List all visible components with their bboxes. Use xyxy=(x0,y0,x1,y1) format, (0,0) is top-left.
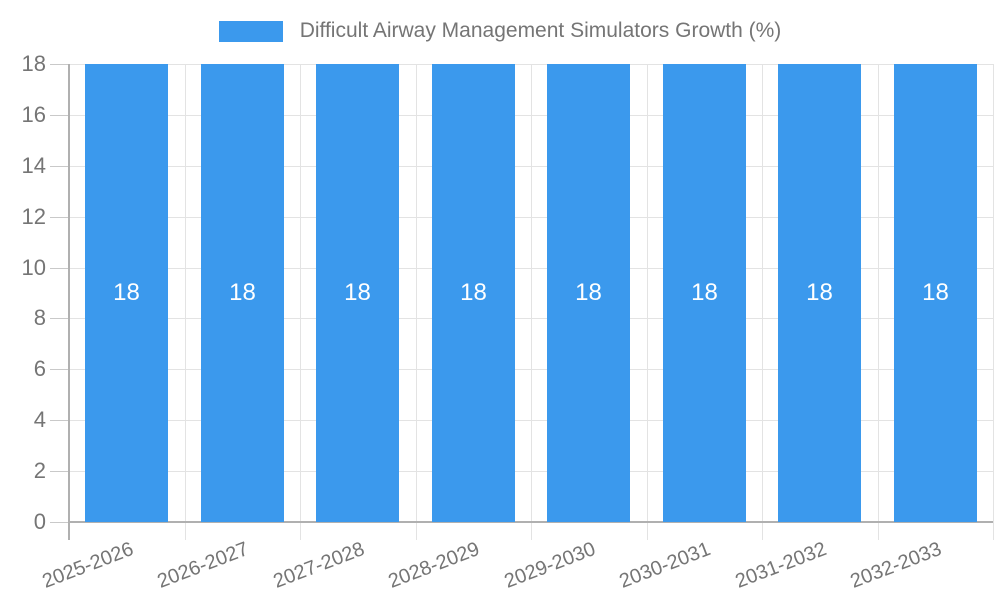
y-tick xyxy=(50,166,69,167)
chart-legend: Difficult Airway Management Simulators G… xyxy=(0,19,1000,43)
x-axis-label: 2026-2027 xyxy=(154,538,252,593)
bar[interactable]: 18 xyxy=(316,64,399,522)
bar-value-label: 18 xyxy=(806,279,833,306)
y-tick-label: 0 xyxy=(33,509,46,534)
y-tick-label: 16 xyxy=(21,102,46,127)
bar[interactable]: 18 xyxy=(778,64,861,522)
chart-title: Difficult Airway Management Simulators G… xyxy=(299,19,782,42)
x-axis-label: 2031-2032 xyxy=(732,538,830,593)
bar[interactable]: 18 xyxy=(201,64,284,522)
y-axis-line xyxy=(68,64,70,540)
bar-value-label: 18 xyxy=(575,279,602,306)
y-tick xyxy=(50,369,69,370)
x-gridline xyxy=(993,64,994,540)
bar-value-label: 18 xyxy=(113,279,140,306)
bar-value-label: 18 xyxy=(344,279,371,306)
x-axis-label: 2025-2026 xyxy=(39,538,137,593)
bar-value-label: 18 xyxy=(691,279,718,306)
bar-value-label: 18 xyxy=(460,279,487,306)
y-tick-label: 8 xyxy=(33,305,46,330)
y-tick-label: 18 xyxy=(21,51,46,76)
legend-swatch xyxy=(218,20,283,42)
y-tick-label: 12 xyxy=(21,204,46,229)
bar[interactable]: 18 xyxy=(663,64,746,522)
y-tick xyxy=(50,64,69,65)
x-gridline xyxy=(762,64,763,540)
bar[interactable]: 18 xyxy=(547,64,630,522)
y-tick-label: 10 xyxy=(21,255,46,280)
y-tick xyxy=(50,471,69,472)
y-tick xyxy=(50,217,69,218)
y-tick-label: 2 xyxy=(33,458,46,483)
x-gridline xyxy=(416,64,417,540)
x-axis-label: 2029-2030 xyxy=(501,538,599,593)
x-gridline xyxy=(878,64,879,540)
y-tick xyxy=(50,420,69,421)
y-tick xyxy=(50,268,69,269)
x-axis-label: 2032-2033 xyxy=(847,538,945,593)
y-tick xyxy=(50,318,69,319)
x-axis-label: 2030-2031 xyxy=(616,538,714,593)
y-tick xyxy=(50,115,69,116)
x-axis-label: 2028-2029 xyxy=(385,538,483,593)
x-gridline xyxy=(531,64,532,540)
y-tick xyxy=(50,522,69,523)
y-tick-label: 4 xyxy=(33,407,46,432)
bar[interactable]: 18 xyxy=(432,64,515,522)
y-tick-label: 6 xyxy=(33,356,46,381)
y-tick-label: 14 xyxy=(21,153,46,178)
bar-value-label: 18 xyxy=(229,279,256,306)
bar-value-label: 18 xyxy=(922,279,949,306)
bar[interactable]: 18 xyxy=(894,64,977,522)
x-axis-line xyxy=(69,521,993,523)
bar[interactable]: 18 xyxy=(85,64,168,522)
x-gridline xyxy=(300,64,301,540)
x-gridline xyxy=(185,64,186,540)
x-gridline xyxy=(647,64,648,540)
x-axis-label: 2027-2028 xyxy=(270,538,368,593)
